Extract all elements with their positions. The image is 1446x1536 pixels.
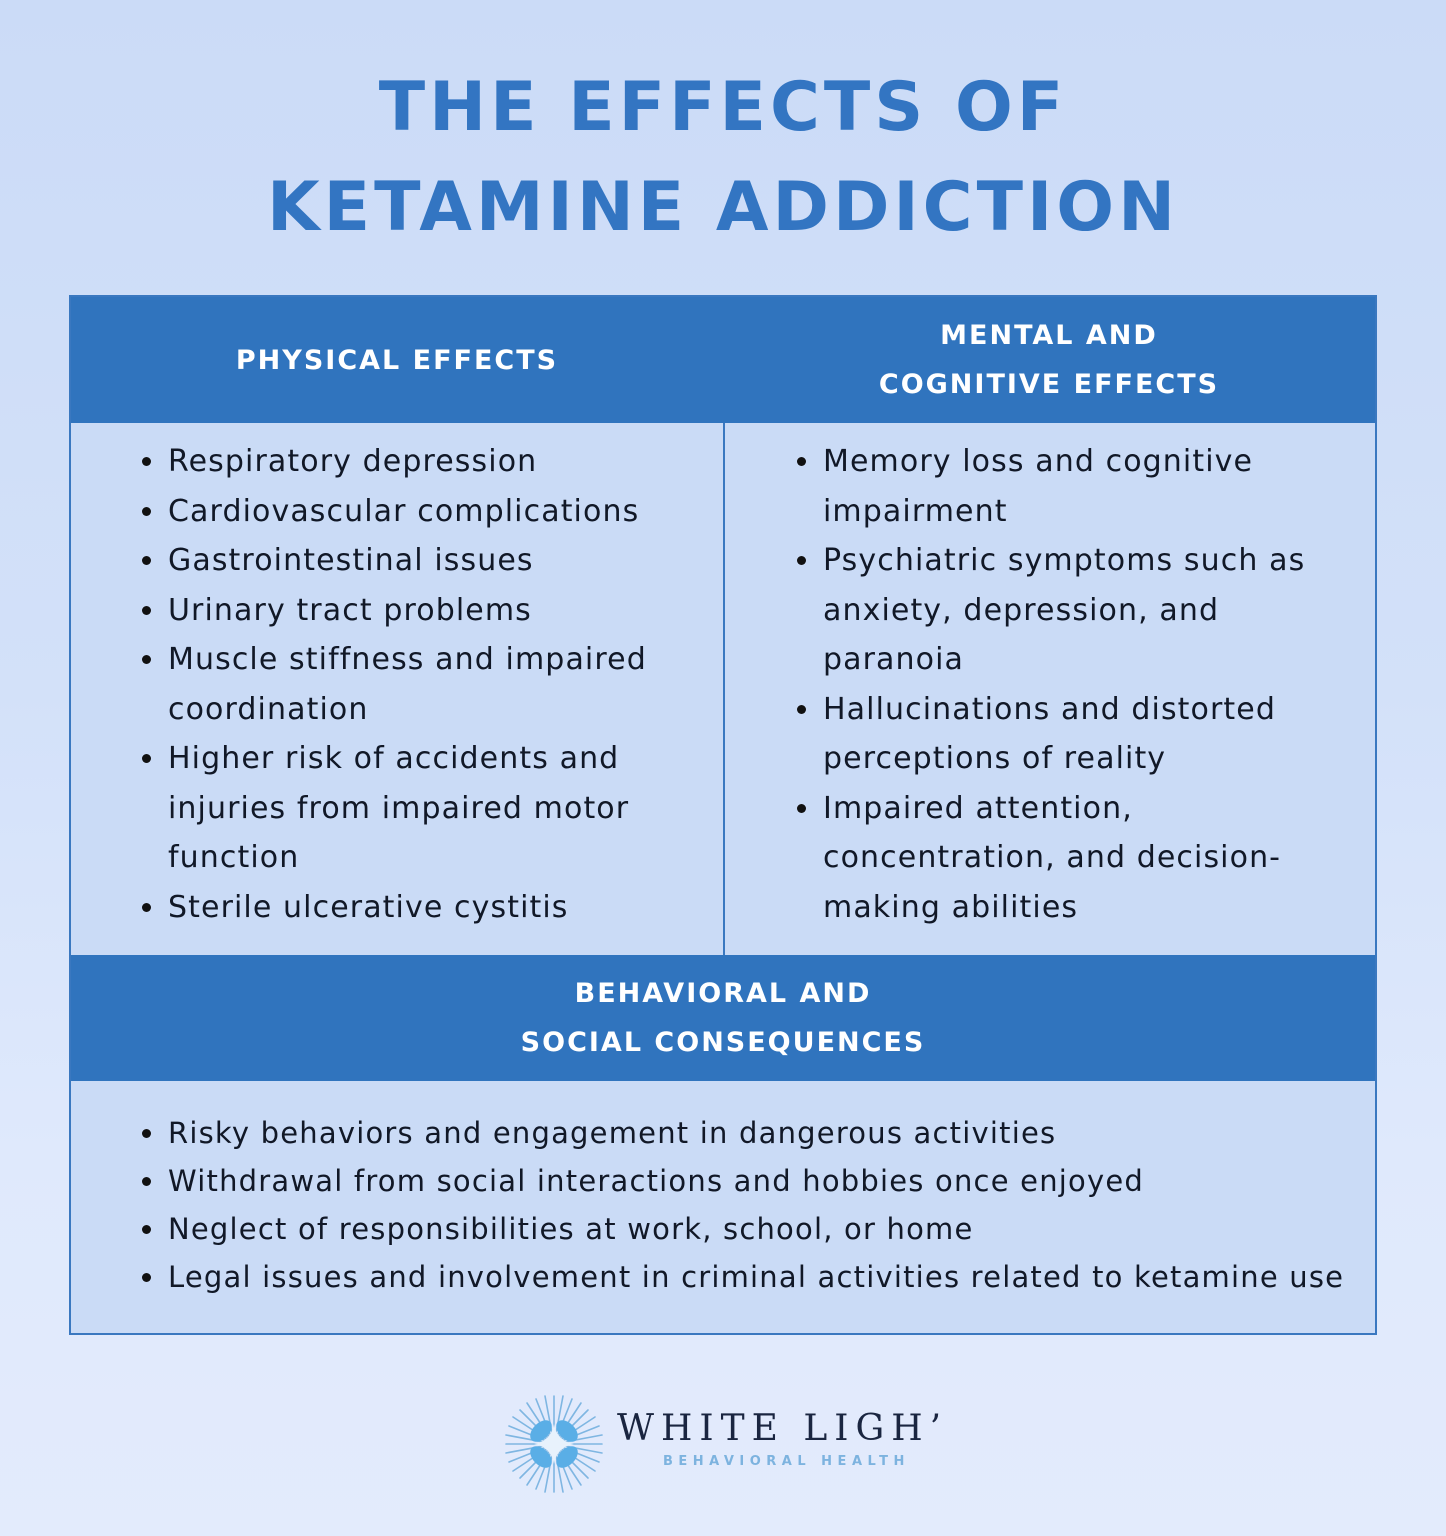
list-item: Gastrointestinal issues	[139, 536, 719, 586]
list-item: Memory loss and cognitive impairment	[794, 437, 1354, 536]
starburst-icon	[505, 1395, 603, 1493]
list-item: Higher risk of accidents and injuries fr…	[139, 734, 719, 883]
list-item: Impaired attention, concentration, and d…	[794, 784, 1354, 933]
physical-effects-cell: Respiratory depression Cardiovascular co…	[139, 437, 719, 932]
list-item: Psychiatric symptoms such as anxiety, de…	[794, 536, 1354, 685]
behavioral-heading-line-2: SOCIAL CONSEQUENCES	[520, 1027, 926, 1058]
mental-heading-line-2: COGNITIVE EFFECTS	[878, 369, 1220, 400]
brand-logo: WHITE LIGH’ BEHAVIORAL HEALTH	[500, 1390, 960, 1500]
column-divider	[723, 423, 725, 955]
physical-effects-list: Respiratory depression Cardiovascular co…	[139, 437, 719, 932]
effects-table: PHYSICAL EFFECTS MENTAL AND COGNITIVE EF…	[69, 295, 1377, 1335]
title-line-1: THE EFFECTS OF	[378, 68, 1068, 147]
mental-effects-header: MENTAL AND COGNITIVE EFFECTS	[723, 297, 1375, 423]
list-item: Legal issues and involvement in criminal…	[139, 1253, 1369, 1301]
top-header-row: PHYSICAL EFFECTS MENTAL AND COGNITIVE EF…	[71, 297, 1375, 423]
behavioral-consequences-cell: Risky behaviors and engagement in danger…	[139, 1109, 1369, 1301]
mental-effects-list: Memory loss and cognitive impairment Psy…	[794, 437, 1354, 932]
list-item: Hallucinations and distorted perceptions…	[794, 685, 1354, 784]
mental-effects-cell: Memory loss and cognitive impairment Psy…	[794, 437, 1354, 932]
behavioral-consequences-header: BEHAVIORAL AND SOCIAL CONSEQUENCES	[71, 955, 1375, 1081]
physical-effects-heading: PHYSICAL EFFECTS	[235, 344, 559, 376]
behavioral-consequences-list: Risky behaviors and engagement in danger…	[139, 1109, 1369, 1301]
brand-subtitle: BEHAVIORAL HEALTH	[663, 1454, 910, 1469]
mental-heading-line-1: MENTAL AND	[940, 320, 1158, 351]
list-item: Respiratory depression	[139, 437, 719, 487]
list-item: Sterile ulcerative cystitis	[139, 883, 719, 933]
physical-effects-header: PHYSICAL EFFECTS	[71, 297, 723, 423]
brand-name: WHITE LIGH’	[617, 1408, 949, 1449]
list-item: Cardiovascular complications	[139, 487, 719, 537]
list-item: Withdrawal from social interactions and …	[139, 1157, 1369, 1205]
list-item: Neglect of responsibilities at work, sch…	[139, 1205, 1369, 1253]
behavioral-heading-line-1: BEHAVIORAL AND	[574, 978, 872, 1009]
list-item: Risky behaviors and engagement in danger…	[139, 1109, 1369, 1157]
list-item: Urinary tract problems	[139, 586, 719, 636]
page-title: THE EFFECTS OF KETAMINE ADDICTION	[0, 58, 1446, 258]
list-item: Muscle stiffness and impaired coordinati…	[139, 635, 719, 734]
title-line-2: KETAMINE ADDICTION	[266, 168, 1179, 247]
